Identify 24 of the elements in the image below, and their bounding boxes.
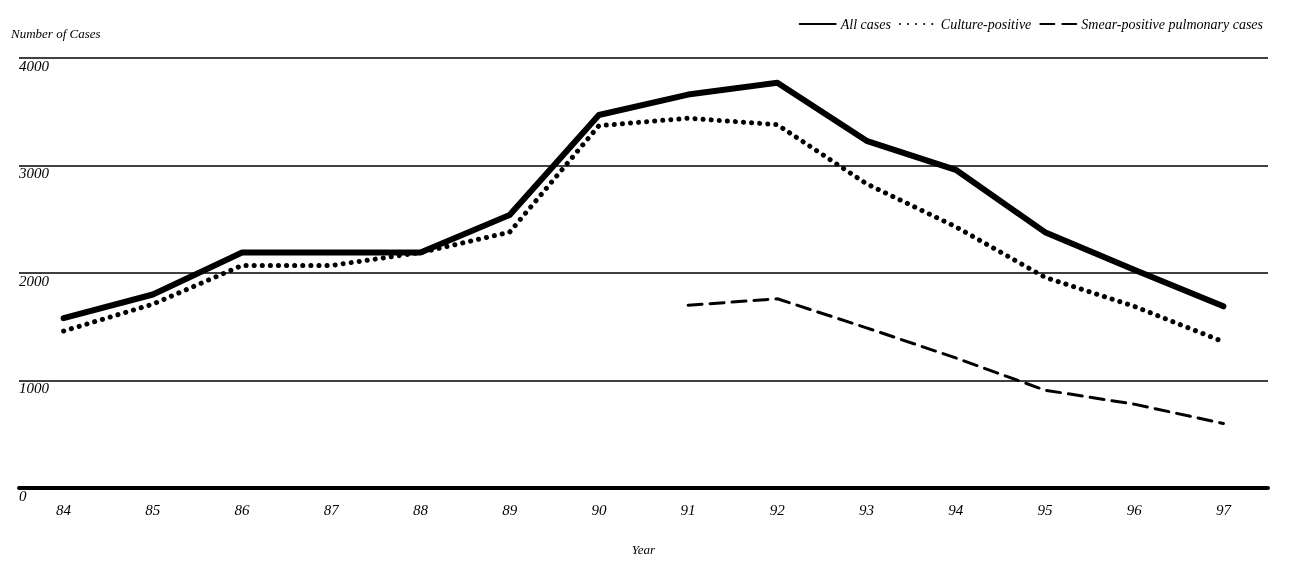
x-tick-label: 93 xyxy=(859,501,875,518)
y-tick-label: 0 xyxy=(19,487,27,504)
x-tick-label: 89 xyxy=(502,501,518,518)
legend-label: Smear-positive pulmonary cases xyxy=(1081,16,1264,32)
x-tick-label: 94 xyxy=(948,501,964,518)
x-tick-label: 85 xyxy=(145,501,161,518)
x-tick-label: 92 xyxy=(769,501,786,518)
legend-label: Culture-positive xyxy=(940,16,1032,32)
x-axis-title: Year xyxy=(631,542,657,557)
x-tick-label: 90 xyxy=(591,501,607,518)
y-tick-label: 2000 xyxy=(19,272,50,289)
x-tick-label: 84 xyxy=(56,501,72,518)
y-tick-label: 3000 xyxy=(18,165,50,181)
x-tick-label: 91 xyxy=(680,501,696,518)
x-tick-label: 95 xyxy=(1037,501,1053,518)
x-tick-label: 88 xyxy=(412,501,429,518)
x-tick-label: 87 xyxy=(323,501,341,518)
x-tick-label: 86 xyxy=(234,501,251,518)
x-tick-label: 96 xyxy=(1126,501,1143,518)
x-tick-label: 97 xyxy=(1215,501,1233,518)
y-tick-label: 1000 xyxy=(19,380,50,396)
y-tick-label: 4000 xyxy=(19,57,50,74)
y-axis-title: Number of Cases xyxy=(10,26,101,41)
legend-label: All cases xyxy=(839,16,892,32)
